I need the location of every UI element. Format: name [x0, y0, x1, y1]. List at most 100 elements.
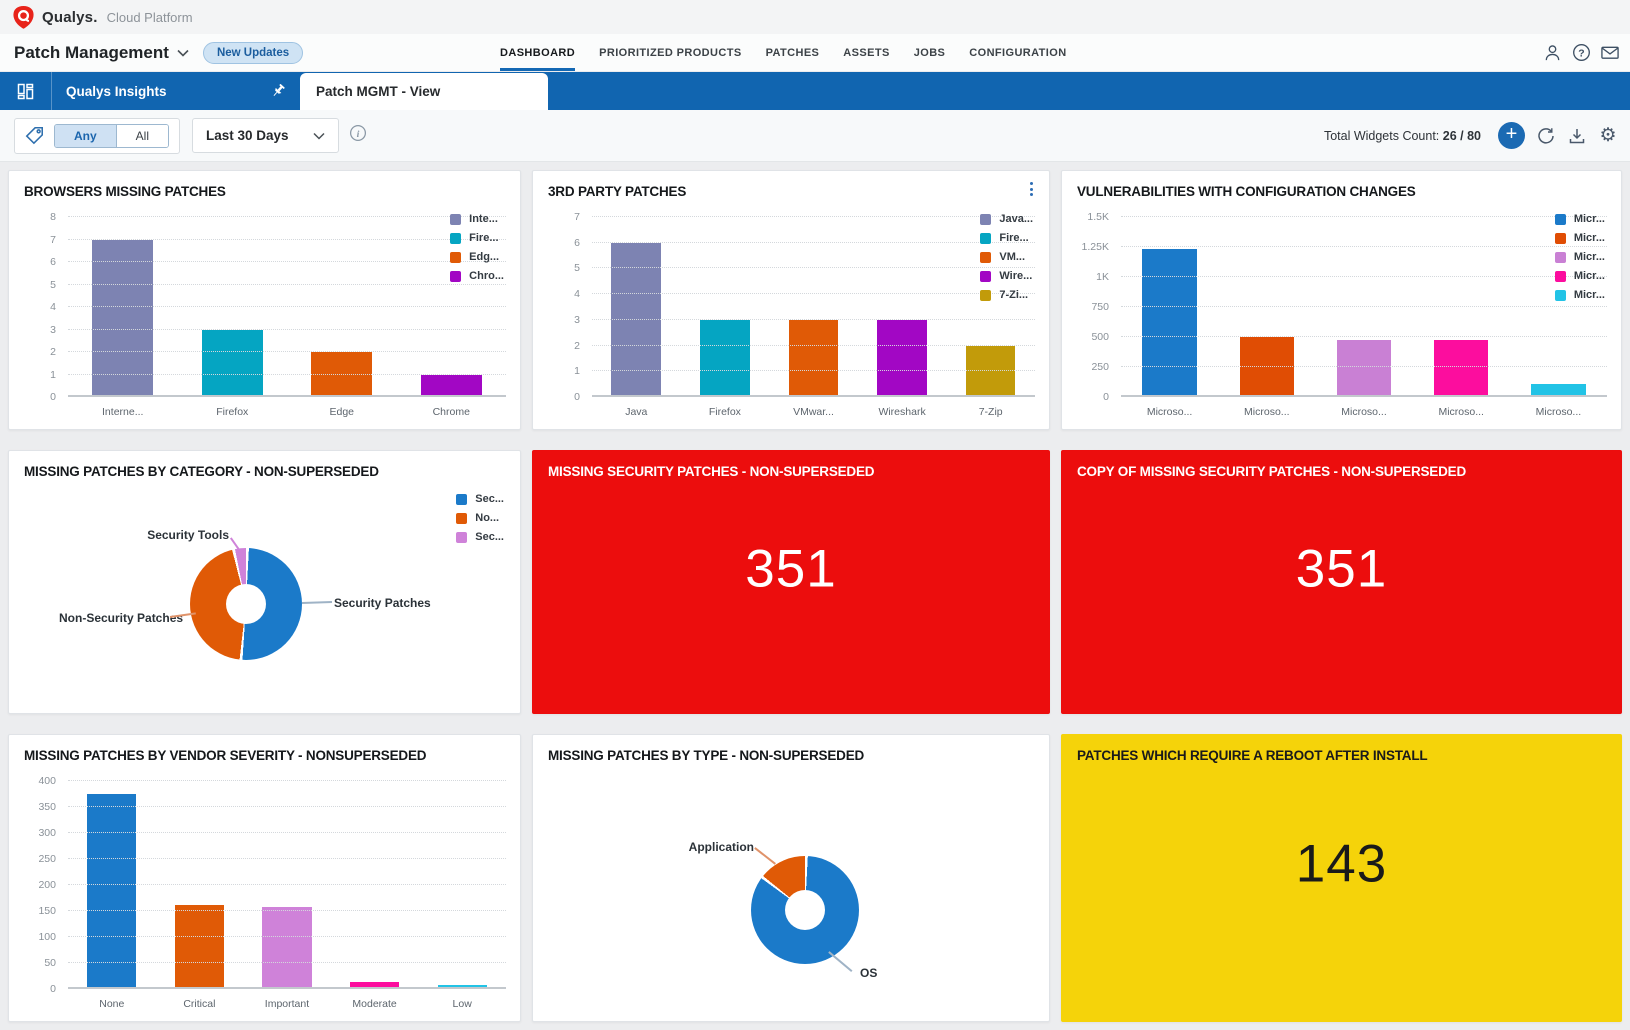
legend-swatch — [1554, 270, 1566, 282]
legend-item-Micr...[interactable]: Micr... — [1554, 270, 1605, 282]
bar-Java[interactable] — [611, 242, 662, 397]
nav-patches[interactable]: PATCHES — [765, 46, 820, 59]
bar-Important[interactable] — [262, 907, 312, 989]
user-icon[interactable] — [1542, 43, 1562, 63]
bar-Moderate[interactable] — [350, 982, 400, 989]
y-axis-tick: 500 — [1091, 331, 1109, 343]
donut-chart[interactable] — [751, 856, 859, 964]
legend-swatch — [980, 232, 992, 244]
match-any-option[interactable]: Any — [55, 124, 116, 147]
info-icon[interactable]: i — [349, 124, 367, 147]
nav-configuration[interactable]: CONFIGURATION — [969, 46, 1067, 59]
app-switcher[interactable]: Patch Management — [0, 43, 189, 63]
legend-item-7-Zi...[interactable]: 7-Zi... — [980, 289, 1033, 301]
dashboard-grid-icon[interactable] — [0, 72, 52, 110]
legend-item-Micr...[interactable]: Micr... — [1554, 232, 1605, 244]
legend-swatch — [1554, 232, 1566, 244]
legend-item-Sec...[interactable]: Sec... — [456, 531, 504, 543]
bar-VMwar...[interactable] — [788, 319, 839, 397]
new-updates-badge[interactable]: New Updates — [202, 41, 304, 64]
legend-item-Edg...[interactable]: Edg... — [450, 251, 504, 263]
settings-gear-icon[interactable]: ⚙ — [1599, 125, 1617, 146]
legend-item-Chro...[interactable]: Chro... — [450, 270, 504, 282]
bar-Interne...[interactable] — [92, 239, 154, 397]
widget-patches-require-reboot[interactable]: PATCHES WHICH REQUIRE A REBOOT AFTER INS… — [1061, 734, 1622, 1022]
bar-Microso...[interactable] — [1531, 383, 1586, 397]
widget-menu-icon[interactable] — [1028, 180, 1035, 198]
widget-copy-missing-security-patches[interactable]: COPY OF MISSING SECURITY PATCHES - NON-S… — [1061, 450, 1622, 714]
legend-swatch — [1554, 251, 1566, 263]
chart-legend: Sec... No... Sec... — [456, 493, 504, 543]
widgets-count-value: 26 / 80 — [1442, 128, 1481, 143]
donut-chart[interactable] — [190, 548, 302, 660]
bar-Microso...[interactable] — [1142, 249, 1197, 397]
bar-Firefox[interactable] — [201, 329, 263, 397]
legend-item-Fire...[interactable]: Fire... — [980, 232, 1033, 244]
match-all-option[interactable]: All — [115, 124, 169, 147]
widget-title: BROWSERS MISSING PATCHES — [24, 184, 226, 199]
legend-label: Sec... — [475, 531, 504, 543]
download-icon[interactable] — [1567, 126, 1587, 146]
legend-item-Inte...[interactable]: Inte... — [450, 213, 504, 225]
main-nav: DASHBOARD PRIORITIZED PRODUCTS PATCHES A… — [500, 34, 1067, 71]
legend-item-No...[interactable]: No... — [456, 512, 504, 524]
gridline — [68, 806, 506, 807]
bar-Microso...[interactable] — [1239, 337, 1295, 397]
refresh-icon[interactable] — [1536, 126, 1556, 146]
widget-title: 3RD PARTY PATCHES — [548, 184, 687, 199]
widget-title: MISSING SECURITY PATCHES - NON-SUPERSEDE… — [548, 464, 875, 479]
gridline — [68, 832, 506, 833]
tab-patch-mgmt-view[interactable]: Patch MGMT - View — [300, 73, 548, 110]
gridline — [68, 283, 506, 285]
y-axis-tick: 3 — [574, 313, 580, 326]
gridline — [68, 987, 506, 989]
nav-assets[interactable]: ASSETS — [843, 46, 890, 59]
widget-title: MISSING PATCHES BY VENDOR SEVERITY - NON… — [24, 748, 427, 763]
bar-slot — [1315, 217, 1412, 397]
nav-jobs[interactable]: JOBS — [913, 46, 946, 59]
qualys-insights-tab[interactable]: Qualys Insights — [52, 72, 300, 110]
help-icon[interactable]: ? — [1571, 43, 1591, 63]
legend-item-Micr...[interactable]: Micr... — [1554, 289, 1605, 301]
gridline — [592, 241, 1035, 243]
callout-line — [754, 847, 776, 865]
legend-item-Micr...[interactable]: Micr... — [1554, 213, 1605, 225]
legend-item-Sec...[interactable]: Sec... — [456, 493, 504, 505]
legend-item-Fire...[interactable]: Fire... — [450, 232, 504, 244]
widgets-count: Total Widgets Count: 26 / 80 — [1323, 128, 1481, 143]
pin-icon[interactable] — [270, 83, 286, 99]
legend-item-Java...[interactable]: Java... — [980, 213, 1033, 225]
date-range-select[interactable]: Last 30 Days — [192, 118, 339, 153]
legend-item-Wire...[interactable]: Wire... — [980, 270, 1033, 282]
bar-Low[interactable] — [437, 984, 487, 989]
nav-dashboard[interactable]: DASHBOARD — [500, 34, 576, 71]
tag-filter-group: Any All — [14, 117, 181, 154]
gridline — [68, 395, 506, 397]
bar-Microso...[interactable] — [1434, 340, 1489, 397]
bar-Microso...[interactable] — [1336, 340, 1392, 397]
bar-Chrome[interactable] — [420, 374, 482, 397]
bar-Wireshark[interactable] — [877, 319, 927, 397]
gridline — [592, 370, 1035, 372]
chevron-down-icon — [313, 132, 325, 140]
widget-missing-security-patches[interactable]: MISSING SECURITY PATCHES - NON-SUPERSEDE… — [532, 450, 1050, 714]
nav-prioritized-products[interactable]: PRIORITIZED PRODUCTS — [599, 46, 742, 59]
bar-None[interactable] — [87, 794, 137, 989]
add-widget-button[interactable]: + — [1498, 122, 1525, 149]
widget-missing-patches-by-category: MISSING PATCHES BY CATEGORY - NON-SUPERS… — [8, 450, 521, 714]
bar-Edge[interactable] — [311, 352, 373, 397]
y-axis-tick: 0 — [574, 391, 580, 403]
legend-swatch — [456, 531, 468, 543]
y-axis-tick: 7 — [574, 211, 580, 223]
gridline — [68, 884, 506, 885]
bar-Critical[interactable] — [174, 904, 224, 989]
tag-icon[interactable] — [25, 126, 44, 145]
legend-item-VM...[interactable]: VM... — [980, 251, 1033, 263]
mail-icon[interactable] — [1600, 43, 1620, 63]
legend-swatch — [1554, 213, 1566, 225]
brand-name: Qualys. — [42, 8, 98, 26]
bar-Firefox[interactable] — [700, 319, 750, 397]
x-axis-label: Moderate — [352, 998, 397, 1010]
legend-item-Micr...[interactable]: Micr... — [1554, 251, 1605, 263]
bar-slot — [1218, 217, 1315, 397]
